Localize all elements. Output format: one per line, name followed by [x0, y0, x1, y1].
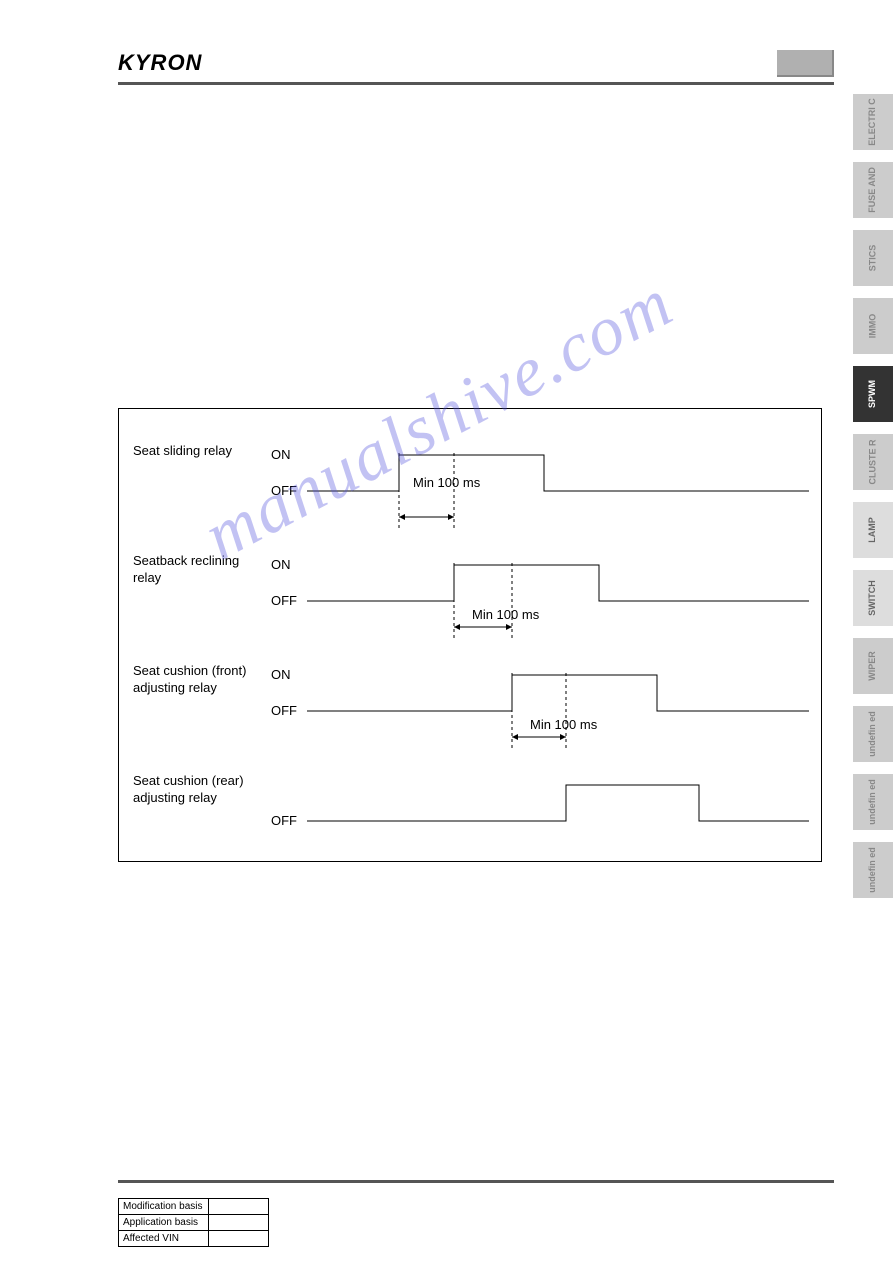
section-tab[interactable]: IMMO: [853, 298, 893, 354]
header-rule: [118, 82, 834, 85]
min-duration-label: Min 100 ms: [413, 475, 480, 490]
section-tab[interactable]: SPWM: [853, 366, 893, 422]
section-tab[interactable]: ELECTRI C: [853, 94, 893, 150]
section-tab-label: undefin ed: [868, 779, 878, 825]
signal-waveform: [119, 657, 809, 757]
table-cell-label: Modification basis: [119, 1199, 209, 1215]
section-tab-label: SPWM: [868, 380, 878, 408]
section-tab-label: LAMP: [868, 517, 878, 543]
section-tab[interactable]: undefin ed: [853, 842, 893, 898]
section-tab-label: undefin ed: [868, 847, 878, 893]
table-cell-value: [209, 1199, 269, 1215]
section-tab-label: FUSE AND: [868, 167, 878, 213]
section-tab[interactable]: CLUSTE R: [853, 434, 893, 490]
section-tab[interactable]: LAMP: [853, 502, 893, 558]
section-tab[interactable]: STICS: [853, 230, 893, 286]
section-tab[interactable]: FUSE AND: [853, 162, 893, 218]
table-row: Application basis: [119, 1215, 269, 1231]
section-tab[interactable]: undefin ed: [853, 706, 893, 762]
signal-waveform: [119, 767, 809, 867]
section-tab-label: SWITCH: [868, 580, 878, 616]
signal-waveform: [119, 547, 809, 647]
section-tab[interactable]: undefin ed: [853, 774, 893, 830]
section-tab-label: undefin ed: [868, 711, 878, 757]
page-number-box: [777, 50, 834, 77]
section-tab[interactable]: SWITCH: [853, 570, 893, 626]
section-tab-label: CLUSTE R: [868, 439, 878, 484]
section-tab[interactable]: WIPER: [853, 638, 893, 694]
brand-logo: KYRON: [118, 50, 834, 76]
min-duration-label: Min 100 ms: [472, 607, 539, 622]
timing-chart: Seat sliding relayONOFFMin 100 msSeatbac…: [118, 408, 822, 862]
footer-rule: [118, 1180, 834, 1183]
section-tab-label: ELECTRI C: [868, 98, 878, 146]
side-tabs: ELECTRI C FUSE AND STICS IMMO SPWM CLUSTE R LA…: [853, 94, 893, 910]
table-row: Affected VIN: [119, 1231, 269, 1247]
min-duration-label: Min 100 ms: [530, 717, 597, 732]
section-tab-label: WIPER: [868, 651, 878, 681]
table-cell-label: Application basis: [119, 1215, 209, 1231]
modification-table: Modification basisApplication basisAffec…: [118, 1198, 269, 1247]
table-cell-value: [209, 1215, 269, 1231]
section-tab-label: STICS: [868, 245, 878, 272]
table-row: Modification basis: [119, 1199, 269, 1215]
section-tab-label: IMMO: [868, 314, 878, 339]
table-cell-label: Affected VIN: [119, 1231, 209, 1247]
table-cell-value: [209, 1231, 269, 1247]
